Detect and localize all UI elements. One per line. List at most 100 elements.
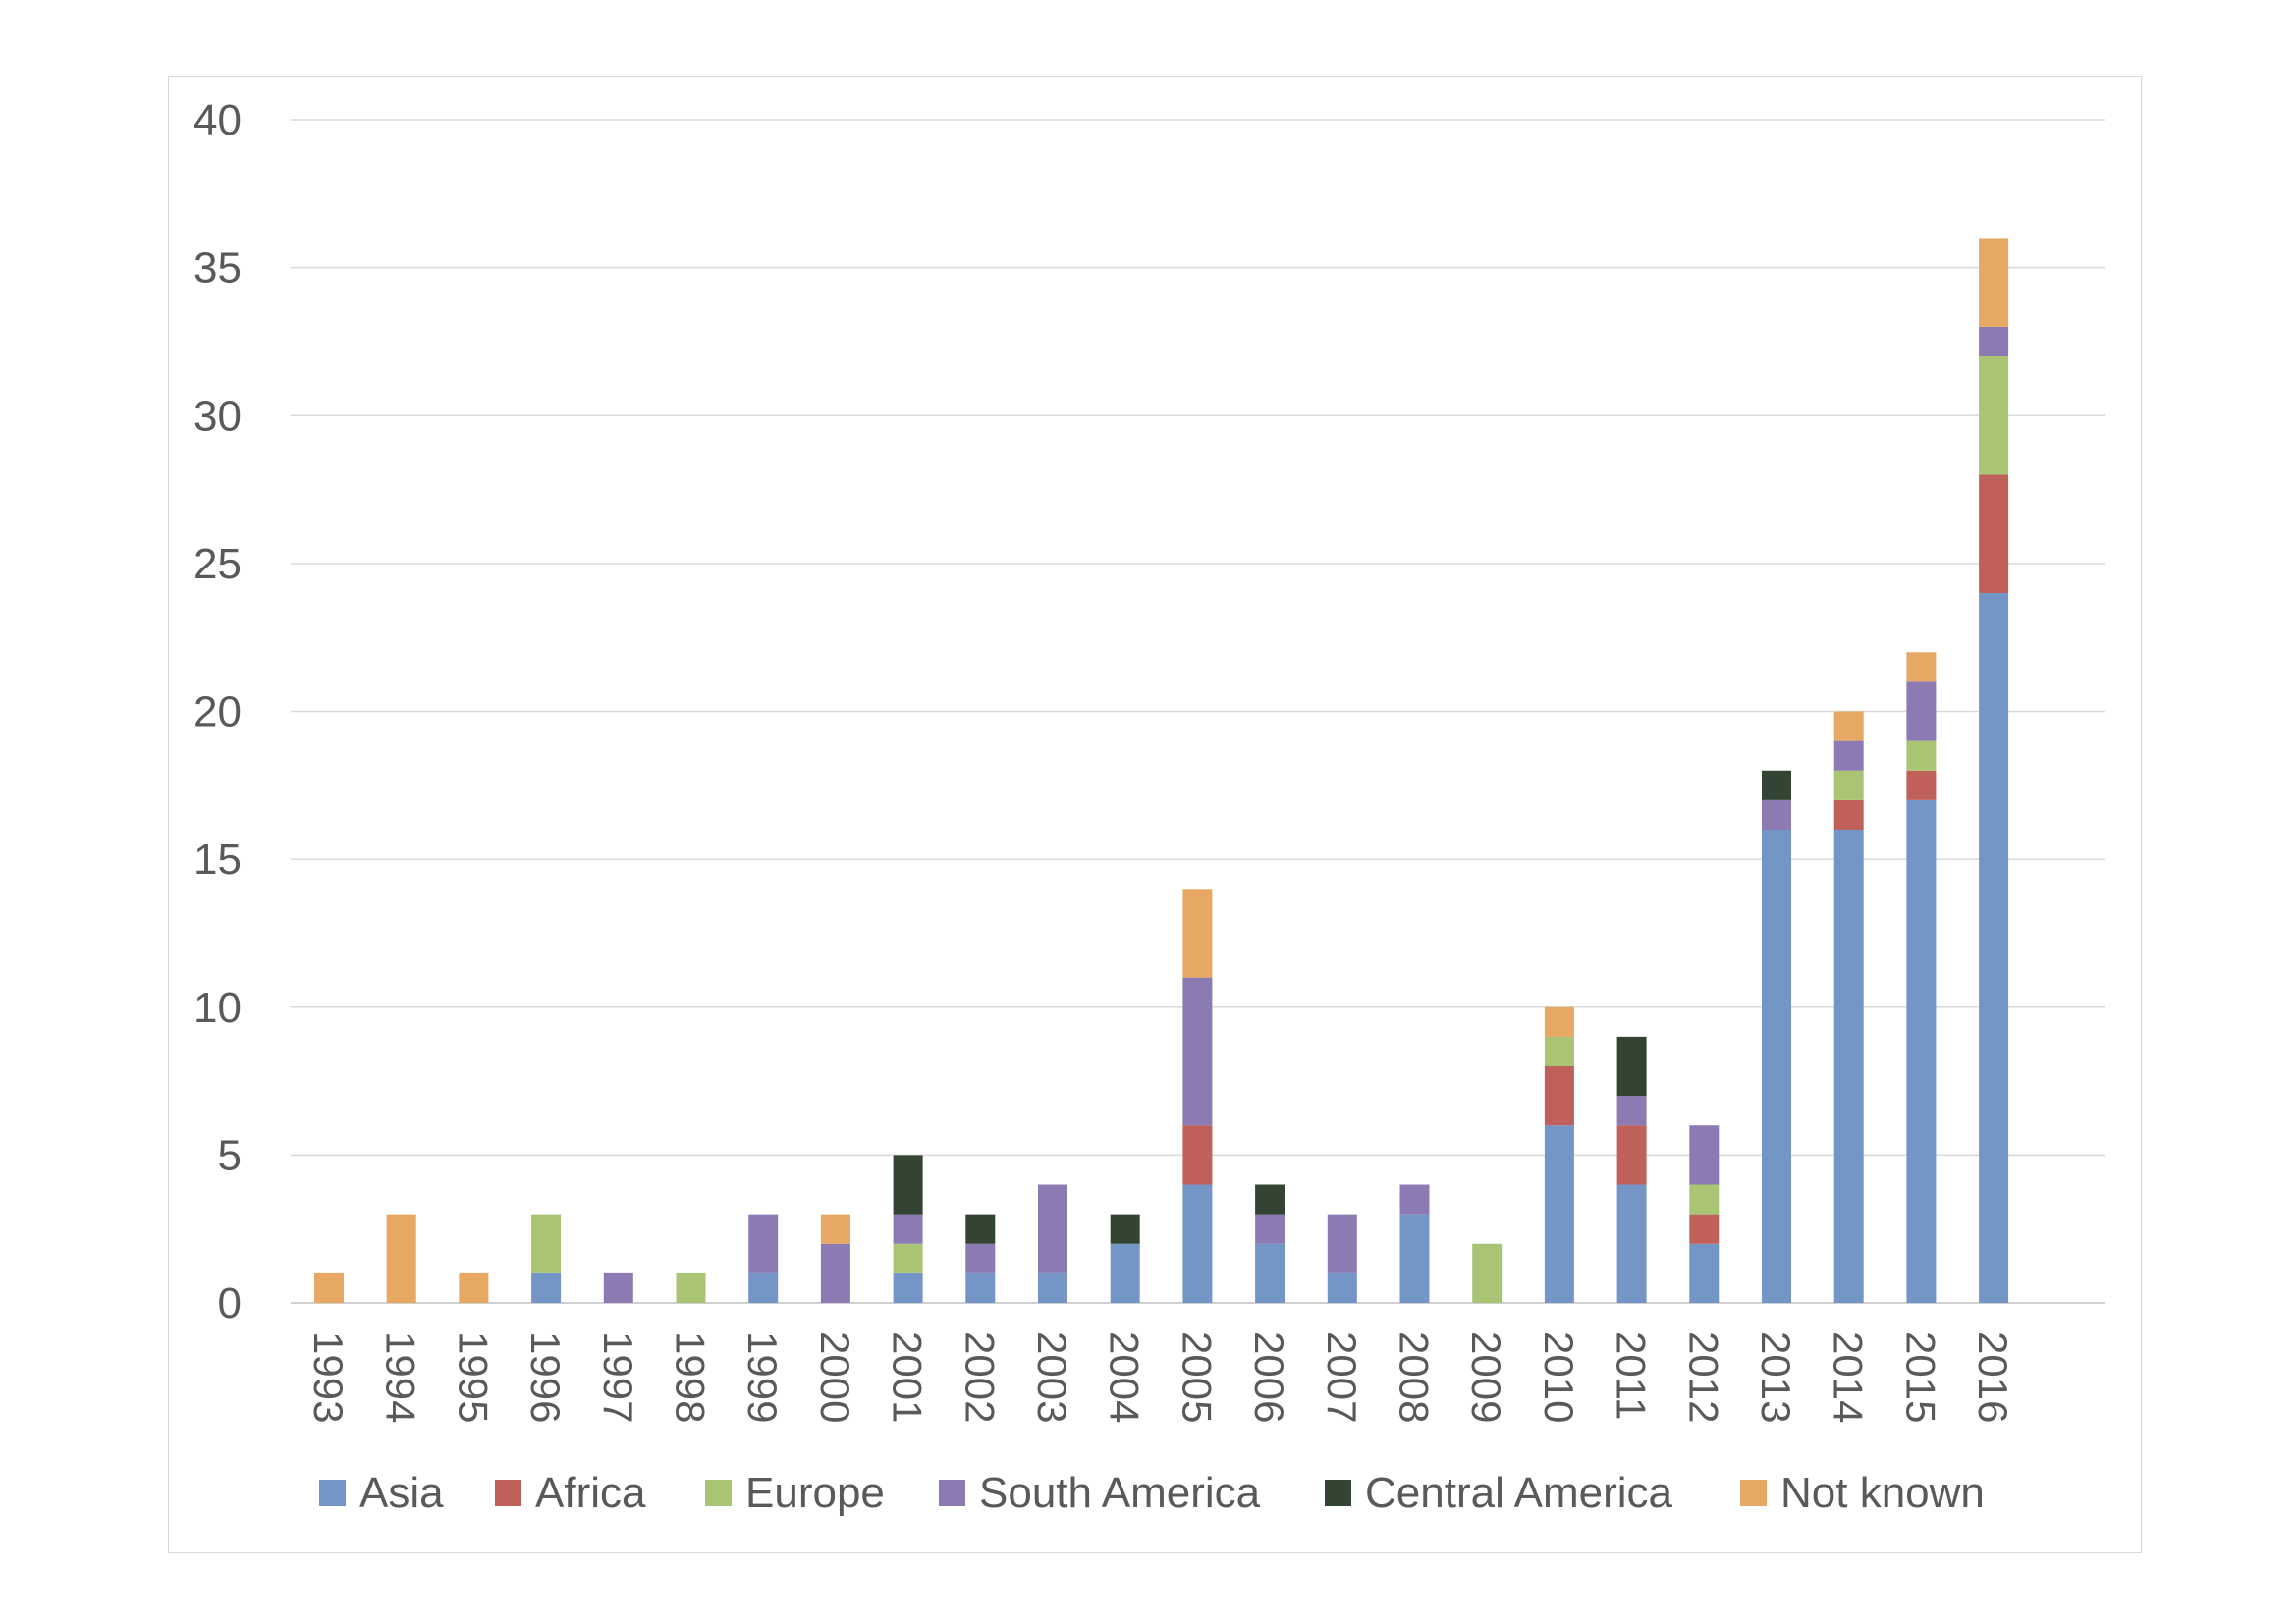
x-tick-label: 2002 [957,1331,1003,1423]
legend-swatch [1740,1480,1767,1506]
bar-segment [1616,1096,1647,1126]
bar-segment [1110,1243,1140,1303]
legend-swatch [319,1480,346,1506]
y-tick-label: 0 [218,1279,242,1327]
bar-segment [1762,799,1791,830]
bar-segment [1255,1184,1285,1215]
bar-segment [1833,830,1864,1303]
bar-segment [748,1214,779,1273]
x-tick-label: 1997 [595,1331,641,1423]
bar-segment [1255,1214,1285,1244]
legend-label: Not known [1780,1469,1985,1517]
bar-segment [1979,238,2009,327]
bar-segment [531,1214,562,1273]
y-tick-label: 20 [193,688,242,736]
bar-segment [1833,740,1864,771]
bar-segment [1399,1184,1430,1215]
bar-segment [1689,1214,1720,1244]
bar-segment [1616,1184,1647,1303]
x-tick-label: 1998 [668,1331,714,1423]
bar-segment [1544,1036,1574,1066]
bar-segment [1689,1184,1720,1215]
bar-segment [893,1243,923,1273]
bar-segment [1182,977,1213,1126]
x-tick-label: 1999 [739,1331,786,1423]
legend-swatch [495,1480,521,1506]
x-tick-label: 2005 [1174,1331,1220,1423]
bar-segment [893,1155,923,1215]
y-tick-label: 5 [218,1131,242,1179]
bar-segment [1762,830,1791,1303]
bar-segment [1833,711,1864,741]
x-tick-label: 1994 [378,1331,424,1423]
bar-segment [965,1243,996,1273]
x-tick-label: 2010 [1536,1331,1582,1423]
bar-segment [1979,326,2009,356]
bar-segment [1038,1184,1067,1273]
bar-segment [893,1272,923,1303]
bar-segment [1182,889,1213,978]
bar-segment [1906,740,1937,771]
bar-segment [1182,1125,1213,1185]
bar-segment [748,1272,779,1303]
bar-segment [1979,593,2009,1303]
y-tick-label: 35 [193,244,242,293]
bar-segment [1472,1243,1503,1303]
y-tick-label: 10 [193,984,242,1032]
bar-segment [459,1272,489,1303]
bar-segment [1255,1243,1285,1303]
legend-swatch [939,1480,965,1506]
bar-segment [1906,799,1937,1303]
x-tick-label: 2006 [1246,1331,1292,1423]
bar-segment [1833,799,1864,830]
bar-segment [386,1214,416,1303]
legend: Asia Africa Europe South America Central Ame… [319,1469,1985,1517]
bar-segment [965,1272,996,1303]
bar-segment [1544,1125,1574,1303]
x-tick-label: 2003 [1029,1331,1075,1423]
bar-segment [1906,681,1937,741]
bar-segment [1689,1243,1720,1303]
x-tick-label: 1993 [305,1331,352,1423]
gridlines [291,119,2105,1304]
bar-segment [965,1214,996,1244]
bar-segment [314,1272,344,1303]
y-tick-label: 25 [193,540,242,588]
x-tick-label: 1995 [450,1331,496,1423]
x-tick-label: 2013 [1753,1331,1799,1423]
legend-swatch [1325,1480,1351,1506]
bar-segment [1544,1066,1574,1126]
bar-segment [1906,770,1937,800]
legend-label: South America [979,1469,1261,1517]
bar-segment [1038,1272,1067,1303]
x-tick-label: 2012 [1680,1331,1726,1423]
bar-segment [603,1272,633,1303]
bar-segment [1833,770,1864,800]
x-tick-label: 2000 [812,1331,858,1423]
legend-label: Asia [359,1469,444,1517]
bars [314,238,2009,1303]
x-tick-label: 2008 [1392,1331,1438,1423]
legend-label: Europe [745,1469,885,1517]
y-tick-label: 15 [193,836,242,884]
chart-area [168,76,2142,1553]
bar-segment [1979,474,2009,593]
x-tick-label: 2001 [885,1331,931,1423]
y-axis: 0 5 10 15 20 25 30 35 40 [193,96,242,1327]
bar-segment [1616,1036,1647,1097]
bar-segment [1399,1214,1430,1303]
bar-segment [1906,652,1937,682]
bar-segment [531,1272,562,1303]
legend-label: Central America [1365,1469,1673,1517]
x-tick-label: 2004 [1102,1331,1148,1423]
bar-segment [820,1243,850,1303]
x-tick-label: 1996 [522,1331,569,1423]
bar-segment [1616,1125,1647,1185]
bar-segment [1979,356,2009,475]
legend-label: Africa [535,1469,646,1517]
bar-segment [820,1214,850,1244]
y-tick-label: 30 [193,392,242,440]
legend-swatch [705,1480,732,1506]
x-tick-label: 2015 [1897,1331,1943,1423]
bar-segment [1110,1214,1140,1244]
